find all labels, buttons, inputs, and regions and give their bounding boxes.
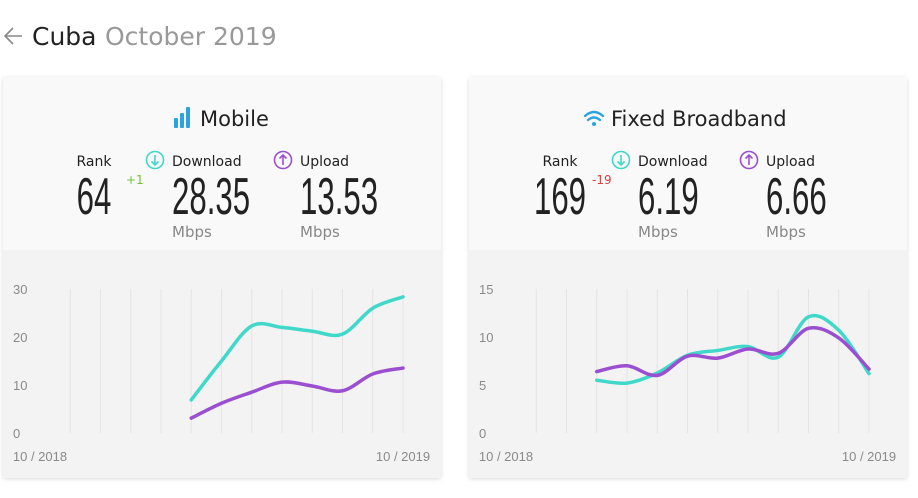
y-tick-label: 0 — [479, 426, 486, 441]
x-tick-label: 10 / 2019 — [376, 449, 430, 464]
upload-icon — [278, 153, 288, 165]
download-unit: Mbps — [638, 223, 678, 241]
stat-group: 64 — [77, 168, 112, 226]
stat-value: 6.19 — [638, 168, 699, 226]
rank-label: Rank — [77, 154, 113, 170]
country-title: Cuba — [32, 22, 97, 51]
stat-group: 6.66 — [766, 168, 827, 226]
stat-value: 64 — [77, 168, 112, 226]
download-unit: Mbps — [172, 223, 212, 241]
y-tick-label: 10 — [13, 378, 27, 393]
stat-group: 169 — [534, 168, 586, 226]
y-tick-label: 0 — [13, 426, 20, 441]
rank-change: -19 — [592, 173, 612, 187]
upload-icon — [744, 153, 754, 165]
stat-value: 6.66 — [766, 168, 827, 226]
wifi-icon — [583, 110, 605, 122]
download-icon — [616, 155, 626, 167]
period: October 2019 — [105, 22, 277, 51]
x-tick-label: 10 / 2019 — [842, 449, 896, 464]
signal-icon — [186, 107, 190, 128]
x-tick-label: 10 / 2018 — [13, 449, 67, 464]
y-tick-label: 10 — [479, 330, 493, 345]
stat-value: 169 — [534, 168, 586, 226]
stat-group: 13.53 — [300, 168, 378, 226]
upload-icon — [273, 150, 293, 170]
download-label: Download — [172, 154, 242, 170]
wifi-icon — [592, 122, 596, 126]
upload-label: Upload — [300, 154, 349, 170]
stat-group: 6.19 — [638, 168, 699, 226]
stat-group: 28.35 — [172, 168, 250, 226]
upload-label: Upload — [766, 154, 815, 170]
y-tick-label: 30 — [13, 282, 27, 297]
y-tick-label: 20 — [13, 330, 27, 345]
upload-unit: Mbps — [300, 223, 340, 241]
line-series — [189, 295, 405, 402]
download-icon — [150, 155, 160, 167]
upload-unit: Mbps — [766, 223, 806, 241]
line-series — [595, 326, 871, 378]
x-tick-label: 10 / 2018 — [479, 449, 533, 464]
line-series — [189, 366, 405, 420]
signal-icon — [174, 118, 178, 128]
back-arrow[interactable] — [3, 27, 22, 45]
rank-label: Rank — [543, 154, 579, 170]
download-icon — [145, 150, 165, 170]
stat-value: 13.53 — [300, 168, 378, 226]
line-series — [595, 313, 871, 386]
download-icon — [611, 150, 631, 170]
download-label: Download — [638, 154, 708, 170]
panel-title: Mobile — [200, 107, 269, 131]
signal-icon — [180, 113, 184, 128]
stat-value: 28.35 — [172, 168, 250, 226]
panel-title: Fixed Broadband — [611, 107, 787, 131]
upload-icon — [739, 150, 759, 170]
rank-change: +1 — [126, 173, 144, 187]
y-tick-label: 15 — [479, 282, 493, 297]
y-tick-label: 5 — [479, 378, 486, 393]
